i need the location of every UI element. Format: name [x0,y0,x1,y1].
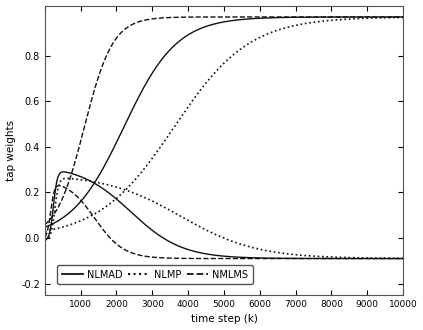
X-axis label: time step (k): time step (k) [190,314,258,324]
Legend: NLMAD, NLMP, NMLMS: NLMAD, NLMP, NMLMS [57,265,253,284]
Y-axis label: tap weights: tap weights [5,120,16,181]
